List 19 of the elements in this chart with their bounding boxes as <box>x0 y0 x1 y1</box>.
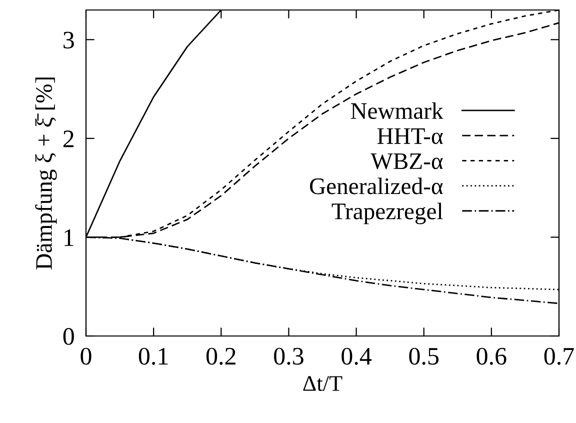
y-tick-label: 2 <box>63 130 74 148</box>
legend-label: WBZ-α <box>370 153 443 170</box>
legend-label: Trapezregel <box>332 202 443 224</box>
legend-label: Newmark <box>350 102 444 119</box>
legend-label: Generalized-α <box>310 178 443 194</box>
y-tick-label: 1 <box>64 229 74 246</box>
x-tick-label: 0.5 <box>409 348 439 365</box>
x-tick-label: 0 <box>80 348 92 365</box>
x-tick-label: 0.3 <box>274 348 304 365</box>
x-tick-label: 0.6 <box>476 348 506 365</box>
x-tick-label: 0.4 <box>342 348 372 365</box>
legend-label: HHT-α <box>377 128 443 144</box>
x-tick-label: 0.2 <box>206 348 236 365</box>
x-axis-title: Δt/T <box>303 376 342 391</box>
y-tick-label: 3 <box>64 32 74 49</box>
y-tick-label: 0 <box>63 328 74 345</box>
x-tick-label: 0.1 <box>138 348 168 365</box>
y-axis-title: Dämpfung ξ + ξ̄ [%] <box>35 78 57 270</box>
x-tick-label: 0.7 <box>544 348 574 365</box>
